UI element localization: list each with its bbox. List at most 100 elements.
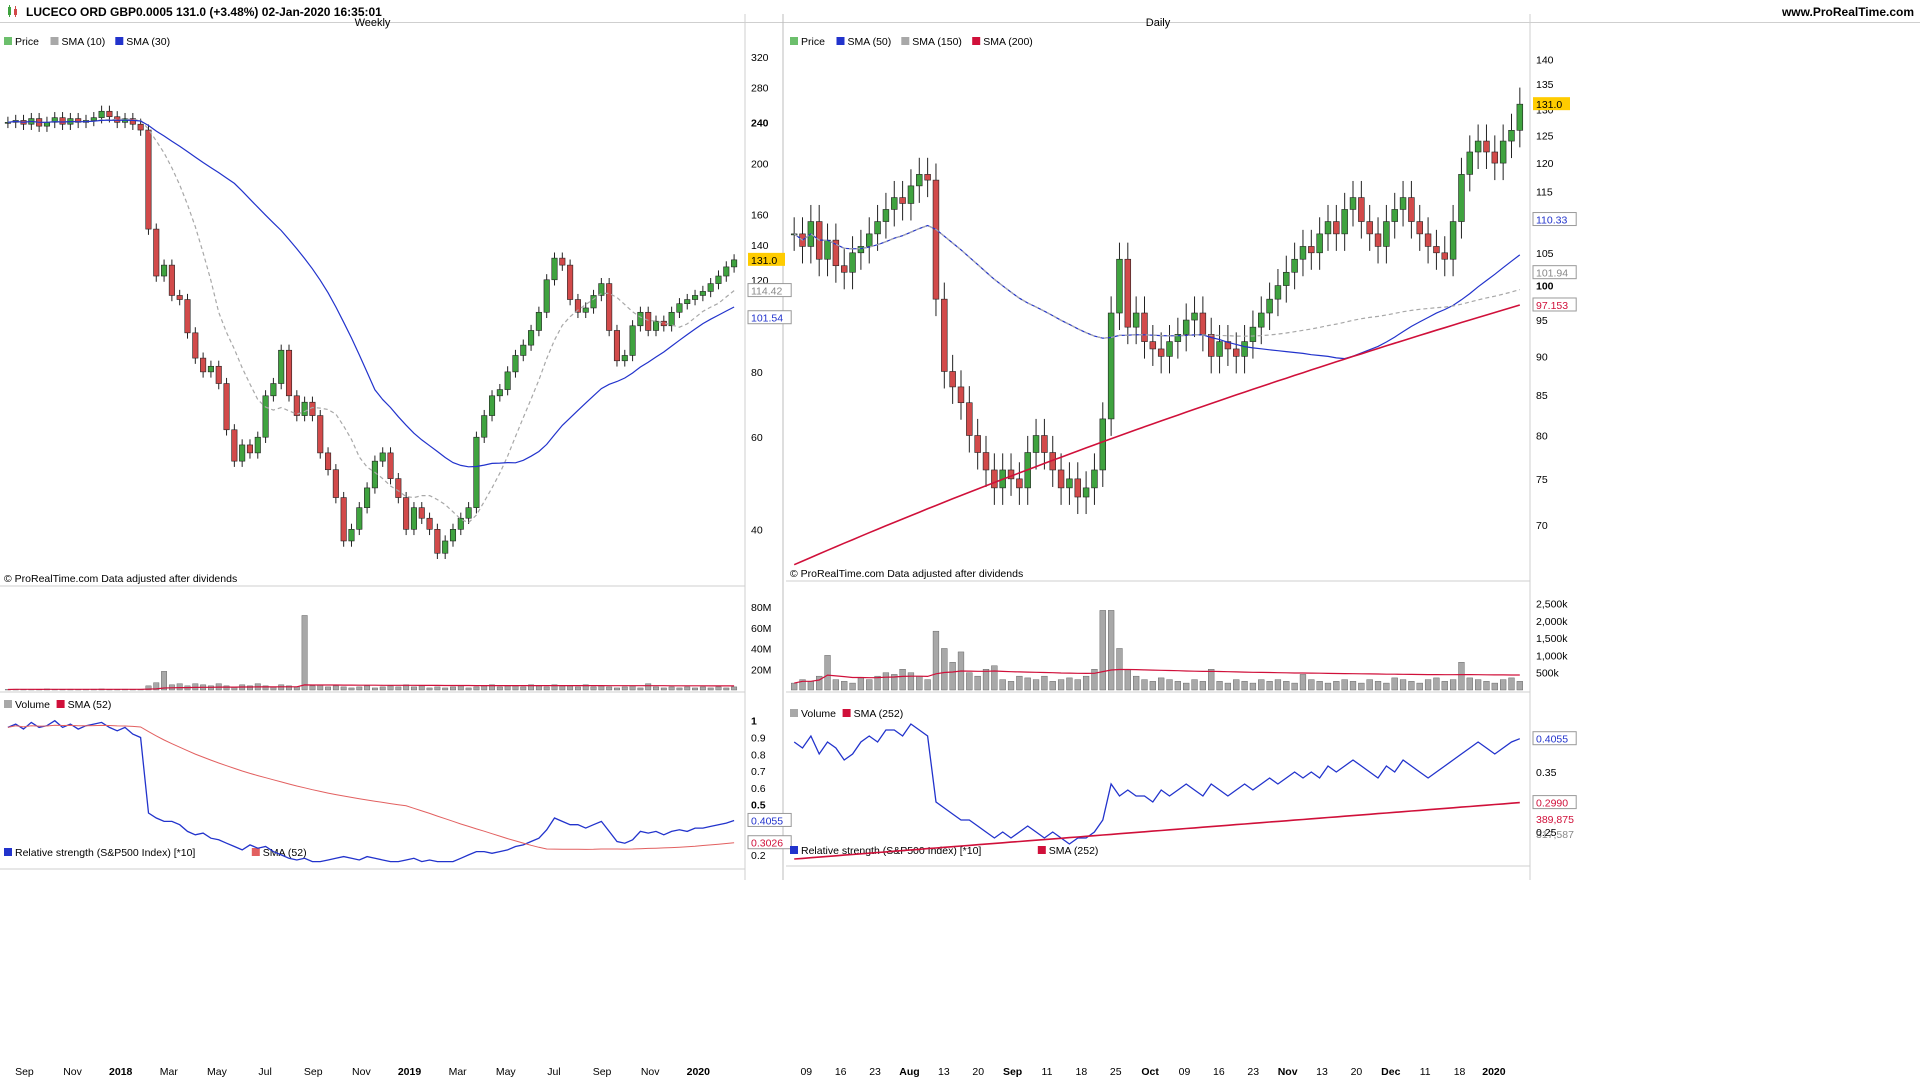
x-tick-label: 11 — [1420, 1066, 1431, 1078]
candle — [473, 436, 480, 508]
y-tick-label: 60 — [751, 432, 763, 444]
candle — [215, 365, 222, 384]
rs-badge-label: 0.4055 — [1536, 734, 1568, 746]
sma-10-line — [7, 118, 735, 524]
candle — [1316, 233, 1323, 254]
volume-bar — [1358, 682, 1365, 691]
candle — [1358, 197, 1365, 222]
candle — [924, 174, 931, 181]
candle — [1207, 334, 1215, 357]
candle — [907, 185, 915, 204]
candle — [231, 429, 238, 462]
candle — [254, 436, 261, 454]
candle — [1441, 252, 1448, 260]
y-tick-label: 200 — [751, 159, 769, 171]
volume-bar — [442, 687, 449, 691]
legend-label: Relative strength (S&P500 Index) [*10] — [15, 847, 195, 859]
volume-bar — [715, 686, 722, 691]
candle — [567, 264, 574, 300]
candle — [1066, 478, 1073, 489]
candle — [1149, 341, 1157, 350]
volume-bar — [637, 687, 644, 691]
price-badge — [747, 310, 792, 325]
volume-bar — [982, 669, 990, 691]
y-tick-label: 135 — [1536, 79, 1554, 91]
header-bar: LUCECO ORD GBP0.0005 131.0 (+3.48%) 02-J… — [0, 0, 1920, 23]
volume-bar — [262, 685, 269, 691]
legend-swatch — [4, 848, 12, 856]
candle — [98, 110, 105, 118]
volume-bar — [1149, 681, 1156, 691]
x-tick-label: 25 — [1110, 1066, 1122, 1078]
volume-bar — [1158, 677, 1165, 691]
price-badge-label: 97.153 — [1536, 300, 1568, 312]
candle — [106, 110, 113, 118]
x-tick-label: May — [496, 1066, 517, 1078]
candle — [551, 257, 558, 281]
candle — [410, 507, 417, 530]
volume-bar — [574, 686, 581, 691]
candle — [645, 311, 652, 331]
volume-bar — [1383, 682, 1390, 691]
legend-swatch — [4, 37, 12, 45]
x-tick-label: Nov — [352, 1066, 371, 1078]
volume-bar — [707, 687, 714, 691]
volume-bar — [891, 674, 898, 691]
candle — [270, 383, 277, 397]
candle — [161, 264, 168, 277]
candle — [59, 117, 66, 125]
volume-bar — [1091, 669, 1098, 691]
legend-swatch — [790, 709, 798, 717]
volume-bar — [660, 687, 667, 691]
volume-bar — [899, 669, 906, 691]
x-tick-label: 20 — [1351, 1066, 1363, 1078]
volume-bar — [1208, 669, 1215, 691]
x-tick-label: 16 — [1213, 1066, 1225, 1078]
candle — [1224, 341, 1232, 350]
volume-bar — [1007, 681, 1015, 691]
y-tick-label: 40 — [751, 524, 763, 536]
volume-bar — [1475, 679, 1482, 691]
volume-bar — [481, 685, 488, 691]
candle — [1508, 130, 1515, 142]
volume-bar — [582, 684, 589, 691]
volume-bar — [1416, 682, 1423, 691]
sma-200-line — [793, 304, 1521, 566]
legend-swatch — [1037, 846, 1046, 854]
volume-bar — [489, 684, 495, 691]
volume-bar — [907, 672, 915, 691]
candle — [535, 311, 542, 331]
volume-bar — [348, 687, 355, 691]
volume-bar — [924, 679, 931, 691]
candle — [1474, 140, 1482, 153]
legend-label: SMA (52) — [263, 847, 307, 859]
legend-label: SMA (252) — [854, 708, 904, 720]
legend-swatch — [972, 37, 981, 45]
x-tick-label: 11 — [1042, 1066, 1053, 1078]
volume-bar — [882, 672, 890, 691]
candle — [598, 283, 605, 296]
candle — [379, 452, 386, 462]
volume-bar — [1500, 679, 1507, 691]
panel-title: Daily — [1146, 17, 1171, 29]
volume-bar — [645, 683, 652, 691]
candle — [949, 371, 956, 388]
volume-bar — [551, 684, 558, 691]
y-tick-label: 160 — [751, 209, 769, 221]
candle — [1516, 103, 1524, 131]
x-tick-label: 2020 — [1482, 1066, 1506, 1078]
candle — [340, 497, 347, 542]
x-tick-label: 2019 — [398, 1066, 422, 1078]
candle — [200, 357, 207, 373]
volume-bar — [916, 675, 923, 691]
y-tick-label: 95 — [1536, 315, 1548, 327]
price-badge-label: 110.33 — [1536, 215, 1567, 227]
volume-bar — [991, 665, 998, 691]
panel-title: Weekly — [355, 17, 391, 29]
price-badge-label: 131.0 — [1536, 99, 1562, 111]
volume-bar — [629, 685, 636, 691]
volume-bar — [1283, 681, 1290, 691]
candle — [899, 197, 906, 204]
volume-bar — [1166, 679, 1173, 691]
site-label[interactable]: www.ProRealTime.com — [1781, 5, 1914, 19]
